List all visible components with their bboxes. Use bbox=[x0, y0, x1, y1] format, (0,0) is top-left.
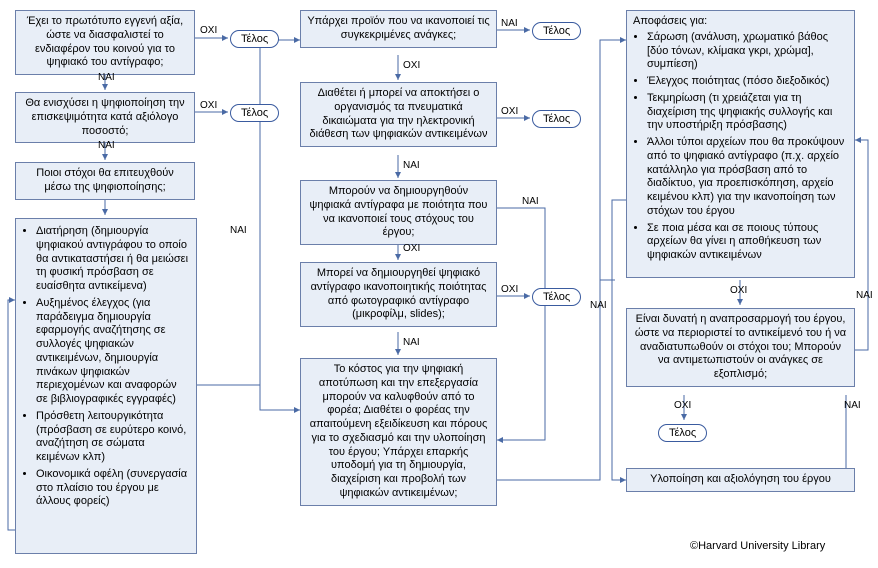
end-b4: Τέλος bbox=[532, 288, 581, 306]
label-yes: ΝΑΙ bbox=[403, 160, 420, 171]
label-no: ΟΧΙ bbox=[501, 284, 518, 295]
list-item: Τεκμηρίωση (τι χρειάζεται για τη διαχείρ… bbox=[647, 92, 848, 133]
list-item: Αυξημένος έλεγχος (για παράδειγμα δημιου… bbox=[36, 297, 190, 407]
node-goals-list: Διατήρηση (δημιουργία ψηφιακού αντιγράφο… bbox=[15, 218, 197, 554]
list-item: Διατήρηση (δημιουργία ψηφιακού αντιγράφο… bbox=[36, 225, 190, 294]
node-copyrights: Διαθέτει ή μπορεί να αποκτήσει ο οργανισ… bbox=[300, 82, 497, 147]
text: Ποιοι στόχοι θα επιτευχθούν μέσω της ψηφ… bbox=[36, 167, 173, 193]
node-visitation: Θα ενισχύσει η ψηφιοποίηση την επισκεψιμ… bbox=[15, 92, 195, 143]
list-item: Σε ποια μέσα και σε ποιους τύπους αρχείω… bbox=[647, 222, 848, 263]
label-yes: ΝΑΙ bbox=[856, 290, 873, 301]
end-c2: Τέλος bbox=[658, 424, 707, 442]
node-cost-resources: Το κόστος για την ψηφιακή αποτύπωση και … bbox=[300, 358, 497, 506]
end-a1: Τέλος bbox=[230, 30, 279, 48]
label-no: ΟΧΙ bbox=[403, 60, 420, 71]
goals-list: Διατήρηση (δημιουργία ψηφιακού αντιγράφο… bbox=[22, 225, 190, 509]
label-no: ΟΧΙ bbox=[730, 285, 747, 296]
label-no: ΟΧΙ bbox=[403, 243, 420, 254]
label-yes: ΝΑΙ bbox=[590, 300, 607, 311]
label-no: ΟΧΙ bbox=[200, 100, 217, 111]
text: Είναι δυνατή η αναπροσαρμογή του έργου, … bbox=[635, 313, 846, 380]
list-item: Οικονομικά οφέλη (συνεργασία στο πλαίσιο… bbox=[36, 468, 190, 509]
end-a2: Τέλος bbox=[230, 104, 279, 122]
label-yes: ΝΑΙ bbox=[98, 140, 115, 151]
text: Έχει το πρωτότυπο εγγενή αξία, ώστε να δ… bbox=[27, 15, 183, 68]
label-yes: ΝΑΙ bbox=[230, 225, 247, 236]
list-item: Άλλοι τύποι αρχείων που θα προκύψουν από… bbox=[647, 136, 848, 219]
label-no: ΟΧΙ bbox=[200, 25, 217, 36]
label-yes: ΝΑΙ bbox=[844, 400, 861, 411]
label-no: ΟΧΙ bbox=[501, 106, 518, 117]
label-no: ΟΧΙ bbox=[674, 400, 691, 411]
text: Διαθέτει ή μπορεί να αποκτήσει ο οργανισ… bbox=[310, 87, 488, 140]
label-yes: ΝΑΙ bbox=[98, 72, 115, 83]
node-goals: Ποιοι στόχοι θα επιτευχθούν μέσω της ψηφ… bbox=[15, 162, 195, 200]
list-item: Έλεγχος ποιότητας (πόσο διεξοδικός) bbox=[647, 75, 848, 89]
text: Το κόστος για την ψηφιακή αποτύπωση και … bbox=[310, 363, 488, 499]
text: Θα ενισχύσει η ψηφιοποίηση την επισκεψιμ… bbox=[25, 97, 184, 137]
node-from-photo: Μπορεί να δημιουργηθεί ψηφιακό αντίγραφο… bbox=[300, 262, 497, 327]
footer-credit: ©Harvard University Library bbox=[690, 540, 825, 552]
end-b1: Τέλος bbox=[532, 22, 581, 40]
node-product-exists: Υπάρχει προϊόν που να ικανοποιεί τις συγ… bbox=[300, 10, 497, 48]
node-implement: Υλοποίηση και αξιολόγηση του έργου bbox=[626, 468, 855, 492]
node-quality-digital: Μπορούν να δημιουργηθούν ψηφιακά αντίγρα… bbox=[300, 180, 497, 245]
node-readjust: Είναι δυνατή η αναπροσαρμογή του έργου, … bbox=[626, 308, 855, 387]
label-yes: ΝΑΙ bbox=[522, 196, 539, 207]
text: Υλοποίηση και αξιολόγηση του έργου bbox=[650, 473, 831, 485]
list-item: Σάρωση (ανάλυση, χρωματικό βάθος [δύο τό… bbox=[647, 31, 848, 72]
end-b2: Τέλος bbox=[532, 110, 581, 128]
decisions-list: Σάρωση (ανάλυση, χρωματικό βάθος [δύο τό… bbox=[633, 31, 848, 263]
label-yes: ΝΑΙ bbox=[501, 18, 518, 29]
text: Υπάρχει προϊόν που να ικανοποιεί τις συγ… bbox=[307, 15, 489, 41]
label-yes: ΝΑΙ bbox=[403, 337, 420, 348]
node-decisions: Αποφάσεις για: Σάρωση (ανάλυση, χρωματικ… bbox=[626, 10, 855, 278]
decisions-head: Αποφάσεις για: bbox=[633, 15, 848, 29]
text: Μπορεί να δημιουργηθεί ψηφιακό αντίγραφο… bbox=[311, 267, 487, 320]
node-prototype-value: Έχει το πρωτότυπο εγγενή αξία, ώστε να δ… bbox=[15, 10, 195, 75]
list-item: Πρόσθετη λειτουργικότητα (πρόσβαση σε ευ… bbox=[36, 410, 190, 465]
text: Μπορούν να δημιουργηθούν ψηφιακά αντίγρα… bbox=[310, 185, 488, 238]
